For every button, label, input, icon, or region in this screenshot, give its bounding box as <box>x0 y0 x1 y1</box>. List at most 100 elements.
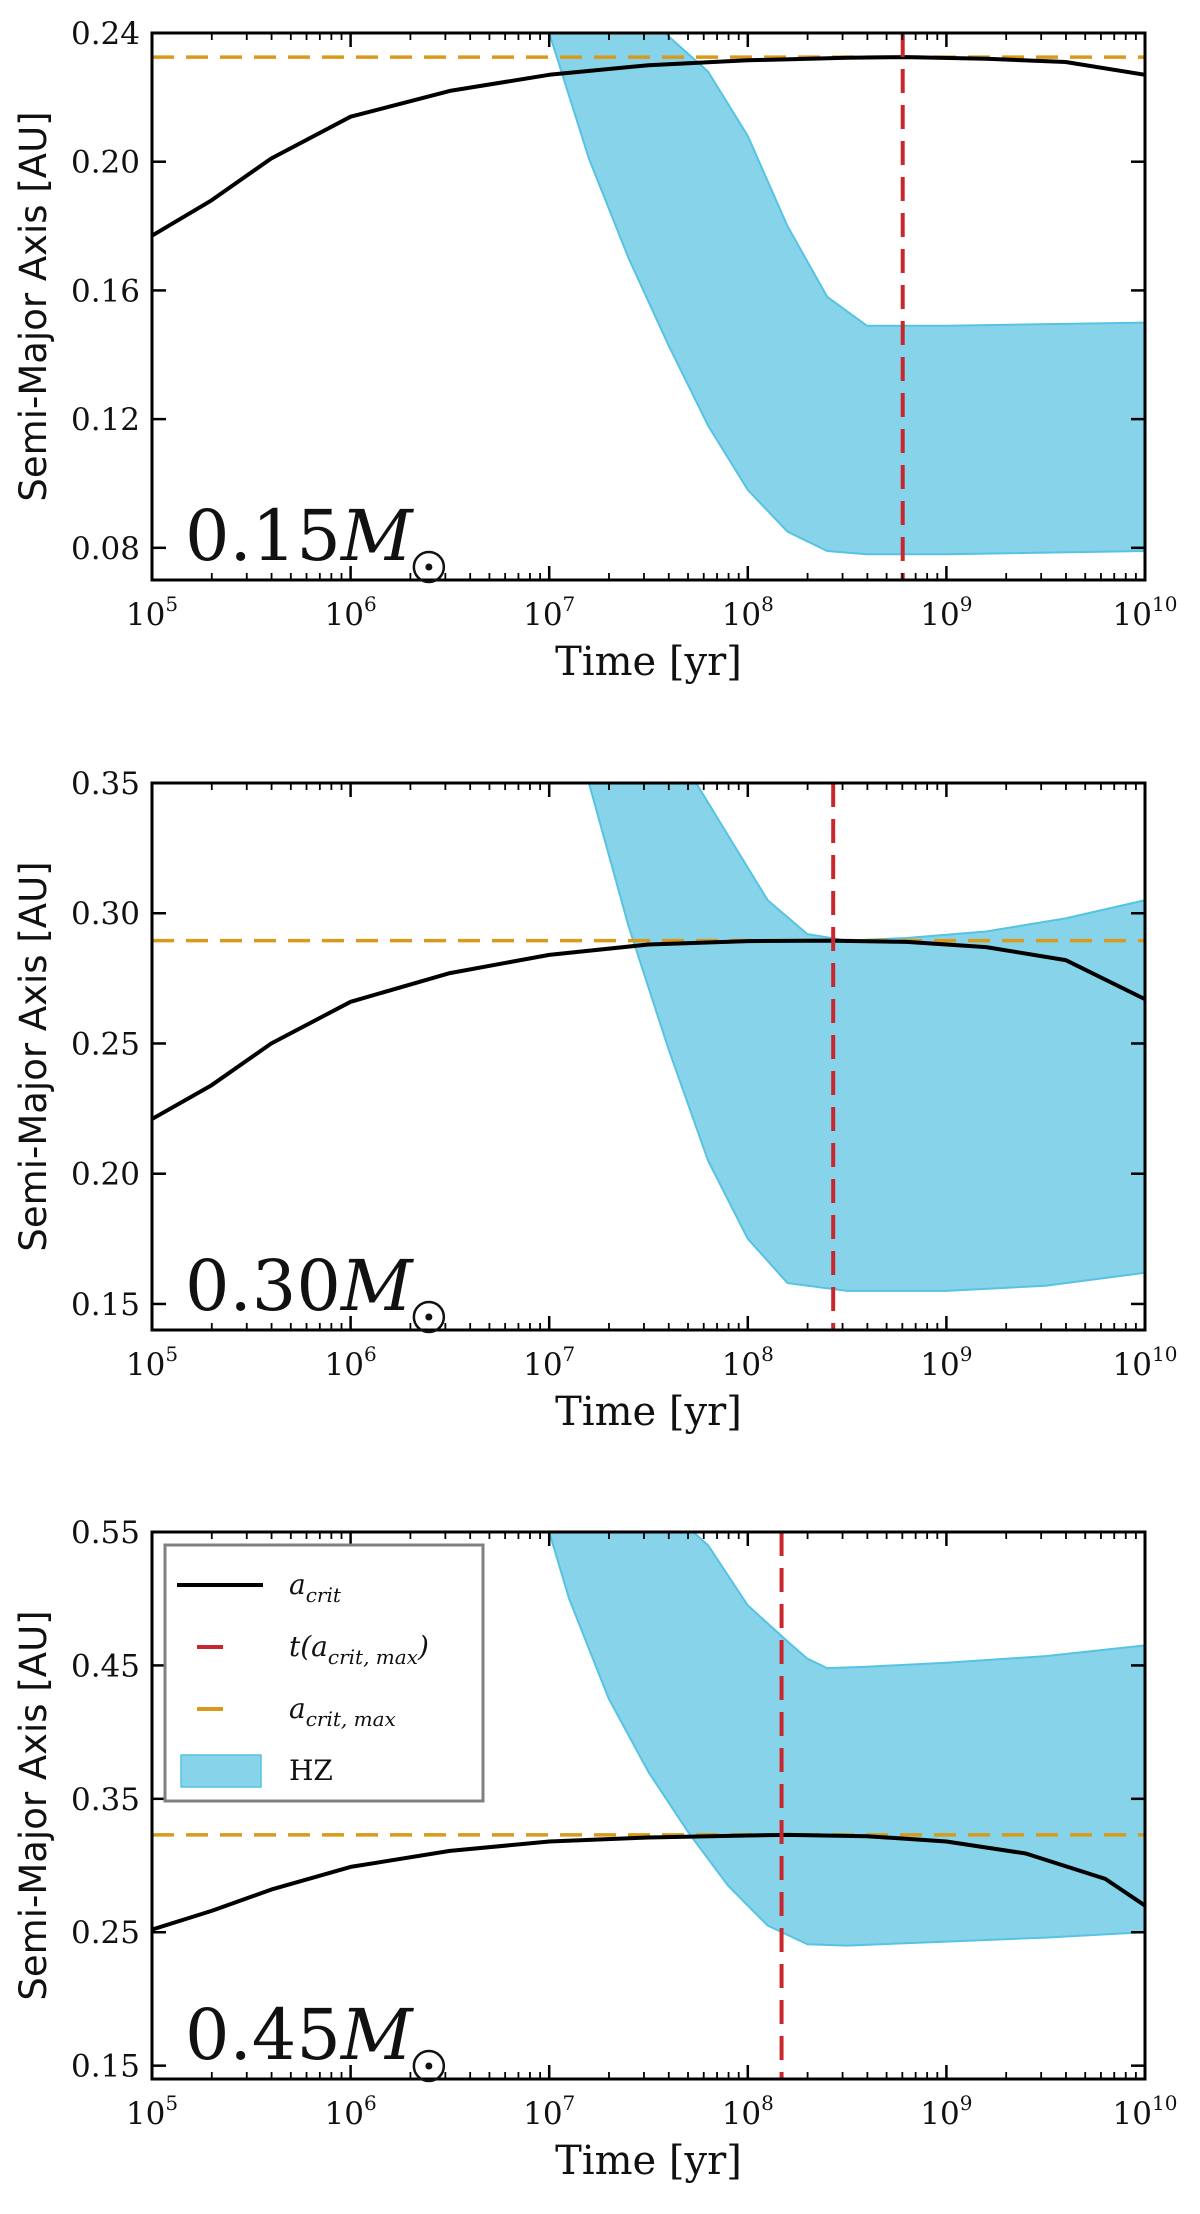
mass-label: 0.30M <box>185 1245 415 1327</box>
x-tick-exp: 9 <box>960 1342 973 1366</box>
panel-bottom: 105 106 107 108 109 10100.150.250.350.450.55T… <box>12 1515 1178 2184</box>
x-axis-label: Time [yr] <box>555 1389 742 1435</box>
legend-label: t(acrit, max) <box>289 1630 429 1669</box>
x-tick-exp: 5 <box>165 592 178 616</box>
x-tick-exp: 9 <box>960 2091 973 2115</box>
x-tick-exp: 6 <box>364 592 377 616</box>
mass-value: 0.45 <box>185 1994 341 2076</box>
x-tick-label: 106 <box>325 2091 377 2132</box>
sun-symbol-dot <box>425 1313 433 1321</box>
x-tick-base: 10 <box>1113 597 1152 633</box>
y-axis-label: Semi-Major Axis [AU] <box>12 1610 55 2000</box>
sun-symbol-icon <box>412 2049 446 2083</box>
axes-frame <box>150 781 1147 1332</box>
panel-top: 105 106 107 108 109 10100.080.120.160.200.24T… <box>12 16 1177 685</box>
y-tick-label: 0.25 <box>71 1915 140 1951</box>
hz-band <box>548 1532 1145 1947</box>
y-tick-label: 0.08 <box>71 531 140 567</box>
x-tick-label: 105 <box>126 1342 178 1383</box>
acrit-curve <box>152 1832 1145 1932</box>
x-tick-label: 106 <box>325 592 377 633</box>
x-tick-label: 109 <box>920 1342 972 1383</box>
x-tick-base: 10 <box>920 2096 959 2132</box>
x-tick-label: 109 <box>920 592 972 633</box>
x-tick-exp: 10 <box>1152 1342 1177 1366</box>
x-tick-base: 10 <box>126 597 165 633</box>
legend-swatch-hz <box>180 1754 262 1788</box>
mass-label: 0.15M <box>185 495 415 577</box>
x-tick-base: 10 <box>325 1347 364 1383</box>
panel-middle: 105 106 107 108 109 10100.150.200.250.300.35T… <box>12 766 1178 1435</box>
x-tick-base: 10 <box>1113 2096 1152 2132</box>
legend-label-main: HZ <box>289 1754 333 1787</box>
x-tick-base: 10 <box>126 2096 165 2132</box>
legend-label-sub: crit, max <box>306 1707 396 1731</box>
x-tick-base: 10 <box>523 1347 562 1383</box>
mass-value: 0.30 <box>185 1245 341 1327</box>
x-tick-exp: 8 <box>761 592 774 616</box>
x-tick-label: 106 <box>325 1342 377 1383</box>
y-tick-label: 0.30 <box>71 896 140 932</box>
acrit-curve <box>152 55 1145 238</box>
y-tick-label: 0.20 <box>71 145 140 181</box>
x-tick-base: 10 <box>920 1347 959 1383</box>
axes-frame <box>150 1530 1147 2081</box>
x-tick-base: 10 <box>523 597 562 633</box>
plot-area <box>152 1532 1145 2079</box>
x-tick-base: 10 <box>920 597 959 633</box>
legend-label-main: a <box>289 1568 306 1601</box>
mass-unit: M <box>339 1994 415 2076</box>
x-tick-exp: 5 <box>165 1342 178 1366</box>
x-tick-exp: 10 <box>1152 2091 1177 2115</box>
y-tick-label: 0.12 <box>71 402 140 438</box>
mass-label: 0.45M <box>185 1994 415 2076</box>
x-axis-label: Time [yr] <box>555 639 742 685</box>
x-tick-exp: 7 <box>563 592 576 616</box>
x-tick-label: 105 <box>126 592 178 633</box>
x-tick-label: 107 <box>523 592 575 633</box>
x-tick-label: 105 <box>126 2091 178 2132</box>
legend-label-sub: crit <box>306 1583 342 1607</box>
x-tick-base: 10 <box>523 2096 562 2132</box>
y-tick-label: 0.35 <box>71 766 140 802</box>
x-tick-base: 10 <box>722 597 761 633</box>
x-tick-exp: 9 <box>960 592 973 616</box>
x-tick-exp: 7 <box>563 2091 576 2115</box>
y-tick-label: 0.15 <box>71 1287 140 1323</box>
legend-label-main: a <box>289 1692 306 1725</box>
mass-unit: M <box>339 1245 415 1327</box>
legend-label: acrit <box>289 1568 342 1607</box>
y-tick-label: 0.15 <box>71 2049 140 2085</box>
x-tick-label: 108 <box>722 2091 774 2132</box>
y-tick-label: 0.35 <box>71 1782 140 1818</box>
acrit-curve <box>152 938 1145 1121</box>
x-tick-exp: 10 <box>1152 592 1177 616</box>
x-tick-exp: 6 <box>364 2091 377 2115</box>
legend-label-suffix: ) <box>417 1630 429 1663</box>
y-tick-label: 0.25 <box>71 1026 140 1062</box>
x-tick-label: 109 <box>920 2091 972 2132</box>
x-tick-base: 10 <box>325 2096 364 2132</box>
y-tick-label: 0.24 <box>71 16 140 52</box>
sun-symbol-dot <box>425 2062 433 2070</box>
x-tick-exp: 8 <box>761 2091 774 2115</box>
sun-symbol-dot <box>425 563 433 571</box>
x-tick-exp: 5 <box>165 2091 178 2115</box>
hz-band <box>548 33 1145 556</box>
sun-symbol-icon <box>412 550 446 584</box>
y-tick-label: 0.45 <box>71 1648 140 1684</box>
x-tick-base: 10 <box>722 1347 761 1383</box>
legend-label: acrit, max <box>289 1692 396 1731</box>
y-axis-label: Semi-Major Axis [AU] <box>12 111 55 501</box>
mass-unit: M <box>339 495 415 577</box>
y-tick-label: 0.55 <box>71 1515 140 1551</box>
x-tick-label: 1010 <box>1113 2091 1178 2132</box>
plot-area <box>152 33 1145 580</box>
x-tick-label: 1010 <box>1113 1342 1178 1383</box>
x-tick-base: 10 <box>126 1347 165 1383</box>
legend-label-sub: crit, max <box>328 1645 418 1669</box>
y-tick-label: 0.16 <box>71 273 140 309</box>
x-tick-base: 10 <box>722 2096 761 2132</box>
